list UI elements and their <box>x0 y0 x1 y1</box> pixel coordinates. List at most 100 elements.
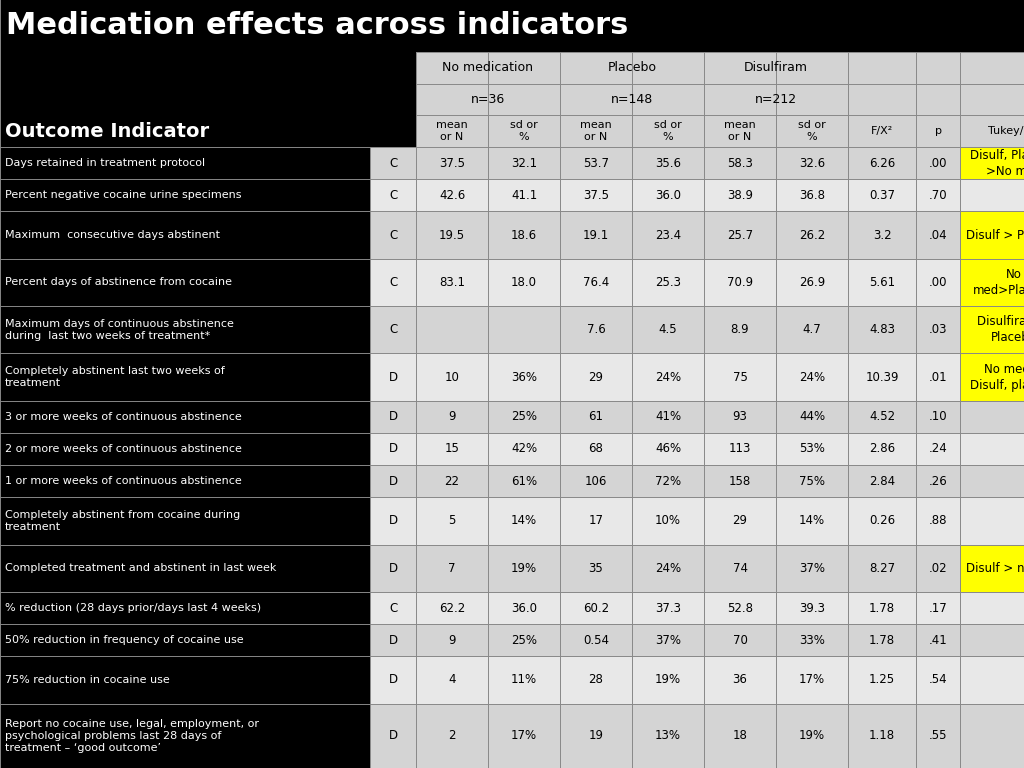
Bar <box>961 657 1024 703</box>
Text: .88: .88 <box>929 515 947 528</box>
Text: 25.7: 25.7 <box>727 229 753 242</box>
Text: .26: .26 <box>929 475 947 488</box>
Text: 29: 29 <box>732 515 748 528</box>
Bar <box>961 703 1024 768</box>
Text: .00: .00 <box>929 157 947 170</box>
Text: Type: Type <box>380 126 406 136</box>
Bar <box>961 465 1024 497</box>
Bar <box>0 545 370 592</box>
Text: .55: .55 <box>929 730 947 743</box>
Text: .17: .17 <box>929 601 947 614</box>
Text: 10%: 10% <box>655 515 681 528</box>
Text: Outcome Indicator: Outcome Indicator <box>5 121 209 141</box>
Text: F/X²: F/X² <box>870 126 893 136</box>
Text: No med >
Disulf, placebo: No med > Disulf, placebo <box>971 362 1024 392</box>
Text: 2 or more weeks of continuous abstinence: 2 or more weeks of continuous abstinence <box>5 444 242 454</box>
Text: C: C <box>389 189 397 202</box>
Text: 25%: 25% <box>511 410 537 423</box>
Text: Percent days of abstinence from cocaine: Percent days of abstinence from cocaine <box>5 277 232 287</box>
Bar <box>0 703 370 768</box>
Text: 35: 35 <box>589 561 603 574</box>
Text: .03: .03 <box>929 323 947 336</box>
Bar <box>370 259 961 306</box>
Text: .04: .04 <box>929 229 947 242</box>
Text: C: C <box>389 323 397 336</box>
Bar <box>0 657 370 703</box>
Bar <box>961 545 1024 592</box>
Bar <box>370 211 961 259</box>
Text: sd or
%: sd or % <box>510 121 538 142</box>
Text: 42.6: 42.6 <box>439 189 465 202</box>
Bar <box>0 179 370 211</box>
Bar <box>0 147 370 179</box>
Text: 26.2: 26.2 <box>799 229 825 242</box>
Text: Disulf > Placebo: Disulf > Placebo <box>966 229 1024 242</box>
Text: D: D <box>388 730 397 743</box>
Bar <box>0 353 370 401</box>
Text: 75% reduction in cocaine use: 75% reduction in cocaine use <box>5 675 170 685</box>
Bar <box>370 433 961 465</box>
Text: 17%: 17% <box>799 674 825 687</box>
Bar <box>370 703 961 768</box>
Text: 25%: 25% <box>511 634 537 647</box>
Text: Disulfiram: Disulfiram <box>744 61 808 74</box>
Text: No
med>Placebo: No med>Placebo <box>973 268 1024 297</box>
Bar <box>961 401 1024 433</box>
Text: .70: .70 <box>929 189 947 202</box>
Bar <box>961 211 1024 259</box>
Bar <box>0 592 370 624</box>
Bar <box>961 179 1024 211</box>
Bar <box>370 401 961 433</box>
Text: 32.1: 32.1 <box>511 157 537 170</box>
Text: 68: 68 <box>589 442 603 455</box>
Text: D: D <box>388 561 397 574</box>
Text: 62.2: 62.2 <box>439 601 465 614</box>
Text: 61: 61 <box>589 410 603 423</box>
Text: .02: .02 <box>929 561 947 574</box>
Text: % reduction (28 days prior/days last 4 weeks): % reduction (28 days prior/days last 4 w… <box>5 603 261 613</box>
Text: 10.39: 10.39 <box>865 370 899 383</box>
Text: D: D <box>388 674 397 687</box>
Text: 26.9: 26.9 <box>799 276 825 289</box>
Text: Maximum  consecutive days abstinent: Maximum consecutive days abstinent <box>5 230 220 240</box>
Text: 36%: 36% <box>511 370 537 383</box>
Text: Completely abstinent last two weeks of
treatment: Completely abstinent last two weeks of t… <box>5 366 224 388</box>
Text: 0.26: 0.26 <box>869 515 895 528</box>
Bar <box>0 0 1024 52</box>
Text: 2: 2 <box>449 730 456 743</box>
Text: 18.0: 18.0 <box>511 276 537 289</box>
Text: 158: 158 <box>729 475 752 488</box>
Text: 19.5: 19.5 <box>439 229 465 242</box>
Text: 14%: 14% <box>511 515 537 528</box>
Text: 8.9: 8.9 <box>731 323 750 336</box>
Text: 70.9: 70.9 <box>727 276 753 289</box>
Text: 3 or more weeks of continuous abstinence: 3 or more weeks of continuous abstinence <box>5 412 242 422</box>
Bar <box>0 52 416 147</box>
Text: 15: 15 <box>444 442 460 455</box>
Bar <box>961 306 1024 353</box>
Text: C: C <box>389 229 397 242</box>
Text: 5.61: 5.61 <box>869 276 895 289</box>
Text: 4.83: 4.83 <box>869 323 895 336</box>
Text: 1 or more weeks of continuous abstinence: 1 or more weeks of continuous abstinence <box>5 476 242 486</box>
Text: 0.37: 0.37 <box>869 189 895 202</box>
Text: Placebo: Placebo <box>607 61 656 74</box>
Text: 37%: 37% <box>655 634 681 647</box>
Bar <box>0 465 370 497</box>
Text: D: D <box>388 442 397 455</box>
Bar <box>0 433 370 465</box>
Text: 9: 9 <box>449 410 456 423</box>
Text: .10: .10 <box>929 410 947 423</box>
Text: C: C <box>389 601 397 614</box>
Text: 72%: 72% <box>655 475 681 488</box>
Text: Tukey/phi: Tukey/phi <box>987 126 1024 136</box>
Text: 23.4: 23.4 <box>655 229 681 242</box>
Text: Percent negative cocaine urine specimens: Percent negative cocaine urine specimens <box>5 190 242 200</box>
Text: 32.6: 32.6 <box>799 157 825 170</box>
Text: 6.26: 6.26 <box>869 157 895 170</box>
Text: 58.3: 58.3 <box>727 157 753 170</box>
Bar <box>0 211 370 259</box>
Text: n=36: n=36 <box>471 93 505 106</box>
Text: 1.25: 1.25 <box>869 674 895 687</box>
Text: Maximum days of continuous abstinence
during  last two weeks of treatment*: Maximum days of continuous abstinence du… <box>5 319 233 341</box>
